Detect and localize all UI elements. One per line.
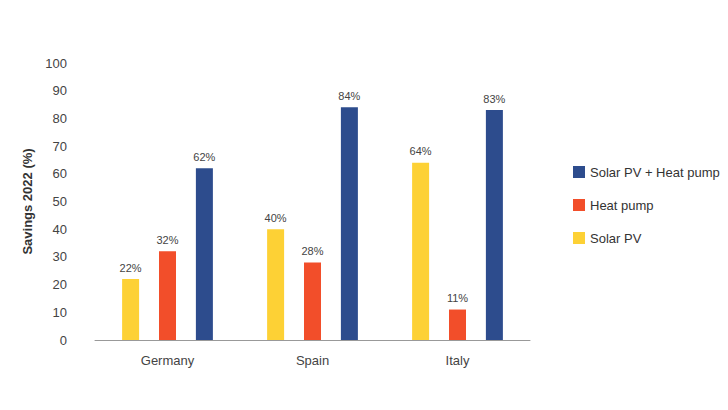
svg-text:0: 0 [60, 333, 67, 348]
svg-text:100: 100 [45, 56, 67, 71]
svg-text:83%: 83% [483, 93, 505, 105]
svg-text:11%: 11% [447, 292, 468, 304]
svg-text:50: 50 [53, 194, 67, 209]
svg-text:Solar PV: Solar PV [590, 231, 642, 246]
svg-text:Savings 2022 (%): Savings 2022 (%) [20, 148, 35, 254]
svg-text:40: 40 [53, 222, 67, 237]
svg-text:Germany: Germany [141, 353, 195, 368]
svg-text:Heat pump: Heat pump [590, 198, 654, 213]
svg-text:28%: 28% [301, 245, 323, 257]
svg-text:70: 70 [53, 139, 67, 154]
svg-text:Solar PV + Heat pump: Solar PV + Heat pump [590, 165, 720, 180]
svg-text:62%: 62% [193, 151, 215, 163]
svg-text:60: 60 [53, 166, 67, 181]
svg-text:64%: 64% [410, 145, 432, 157]
svg-text:80: 80 [53, 111, 67, 126]
svg-text:90: 90 [53, 83, 67, 98]
svg-text:22%: 22% [120, 262, 142, 274]
svg-text:40%: 40% [265, 212, 287, 224]
svg-text:84%: 84% [338, 90, 360, 102]
svg-text:Italy: Italy [446, 353, 470, 368]
svg-text:20: 20 [53, 277, 67, 292]
svg-text:32%: 32% [156, 234, 178, 246]
svg-text:30: 30 [53, 249, 67, 264]
svg-text:10: 10 [53, 305, 67, 320]
svg-text:Spain: Spain [296, 353, 329, 368]
